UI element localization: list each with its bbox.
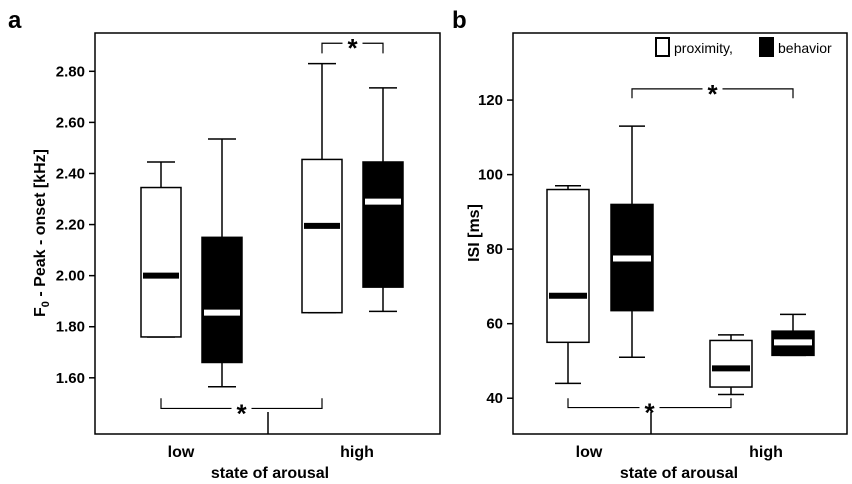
panel-b-x-category-low: low — [576, 444, 603, 461]
significance-bracket: * — [567, 398, 732, 428]
box-iqr — [301, 158, 343, 314]
panel-b-significance: ** — [567, 79, 794, 428]
y-tick-label: 40 — [486, 390, 503, 407]
box-behavior-high — [362, 87, 404, 313]
y-tick-label: 2.00 — [56, 268, 85, 285]
box-proximity-high — [301, 62, 343, 314]
panel-a-y-axis-title: F0 - Peak - onset [kHz] — [32, 149, 52, 317]
box-iqr — [140, 186, 182, 338]
panel-b-x-axis-title: state of arousal — [620, 465, 738, 482]
legend-label-proximity: proximity, — [674, 40, 733, 56]
bracket-gap — [342, 39, 363, 48]
panel-a-boxes — [140, 62, 404, 388]
significance-star: * — [236, 398, 247, 428]
significance-star: * — [347, 33, 358, 63]
panel-b-letter: b — [452, 7, 467, 34]
panel-b-x-category-high: high — [749, 444, 783, 461]
panel-a-significance: ** — [160, 33, 384, 428]
significance-bracket: * — [321, 33, 384, 63]
y-tick-label: 80 — [486, 241, 503, 258]
panel-b-y-ticks: 40 60 80 100 120 — [478, 92, 513, 407]
box-proximity-low — [140, 161, 182, 338]
y-tick-label: 100 — [478, 167, 503, 184]
legend-label-behavior: behavior — [778, 40, 832, 56]
box-iqr — [546, 188, 590, 344]
box-proximity-high — [709, 334, 753, 396]
y-tick-label: 1.60 — [56, 370, 85, 387]
legend-swatch-behavior — [759, 37, 774, 57]
y-tick-label: 2.80 — [56, 63, 85, 80]
y-tick-label: 2.20 — [56, 217, 85, 234]
panel-a-x-category-low: low — [168, 444, 195, 461]
panel-b-y-axis-title: ISI [ms] — [466, 204, 483, 262]
bracket-gap — [639, 403, 660, 412]
panel-a-y-ticks: 1.60 1.80 2.00 2.20 2.40 2.60 2.80 — [56, 63, 95, 387]
y-tick-label: 2.60 — [56, 114, 85, 131]
box-behavior-low — [201, 138, 243, 388]
bracket-gap — [702, 84, 723, 93]
legend: proximity, behavior — [655, 37, 832, 57]
y-tick-label: 60 — [486, 316, 503, 333]
box-proximity-low — [546, 185, 590, 385]
panel-a-x-axis-title: state of arousal — [211, 465, 329, 482]
y-tick-label: 1.80 — [56, 319, 85, 336]
y-tick-label: 2.40 — [56, 165, 85, 182]
panel-b-boxes — [546, 125, 815, 396]
box-iqr — [201, 236, 243, 364]
bracket-gap — [231, 404, 252, 413]
box-iqr — [709, 339, 753, 388]
box-iqr — [362, 161, 404, 288]
y-tick-label: 120 — [478, 92, 503, 109]
significance-bracket: * — [631, 79, 794, 109]
box-behavior-low — [610, 125, 654, 358]
panel-a: a 1.601.802.002.202.402.602.80 ** low hi… — [8, 7, 441, 482]
significance-star: * — [644, 398, 655, 428]
panel-b-plot-frame — [512, 32, 848, 435]
panel-a-x-category-high: high — [340, 444, 374, 461]
significance-star: * — [707, 79, 718, 109]
box-behavior-high — [771, 313, 815, 357]
legend-swatch-proximity — [655, 37, 670, 57]
significance-bracket: * — [160, 398, 323, 428]
panel-a-letter: a — [8, 7, 22, 34]
